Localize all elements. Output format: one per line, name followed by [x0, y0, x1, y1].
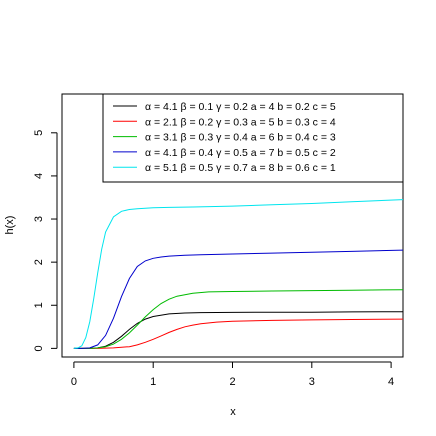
y-axis: 0 1 2 3 4 5: [33, 130, 58, 351]
y-tick-label: 1: [33, 302, 45, 308]
legend-label-4: α = 4.1 β = 0.4 γ = 0.5 a = 7 b = 0.5 c …: [145, 147, 336, 159]
legend: α = 4.1 β = 0.1 γ = 0.2 a = 4 b = 0.2 c …: [102, 93, 404, 183]
legend-label-5: α = 5.1 β = 0.5 γ = 0.7 a = 8 b = 0.6 c …: [145, 162, 336, 174]
legend-label-3: α = 3.1 β = 0.3 γ = 0.4 a = 6 b = 0.4 c …: [145, 132, 336, 144]
series-line-4: [73, 249, 404, 349]
x-axis: 0 1 2 3 4: [71, 361, 394, 388]
legend-label-2: α = 2.1 β = 0.2 γ = 0.3 a = 5 b = 0.3 c …: [145, 116, 336, 128]
y-tick-label: 5: [33, 130, 45, 136]
legend-box: [102, 93, 404, 183]
series-line-5: [73, 199, 404, 349]
series-layer: [73, 199, 404, 349]
x-tick-label: 3: [309, 376, 315, 388]
series-line-1: [73, 311, 404, 349]
y-tick-label: 4: [33, 173, 45, 179]
x-axis-label: x: [230, 406, 236, 418]
x-tick-label: 1: [150, 376, 156, 388]
legend-label-1: α = 4.1 β = 0.1 γ = 0.2 a = 4 b = 0.2 c …: [145, 101, 336, 113]
series-line-3: [73, 289, 404, 349]
x-tick-label: 4: [388, 376, 394, 388]
x-tick-label: 2: [229, 376, 235, 388]
y-tick-label: 0: [33, 345, 45, 351]
series-line-2: [73, 318, 404, 349]
y-tick-label: 2: [33, 259, 45, 265]
x-tick-label: 0: [71, 376, 77, 388]
y-tick-label: 3: [33, 216, 45, 222]
y-axis-label: h(x): [4, 216, 16, 235]
